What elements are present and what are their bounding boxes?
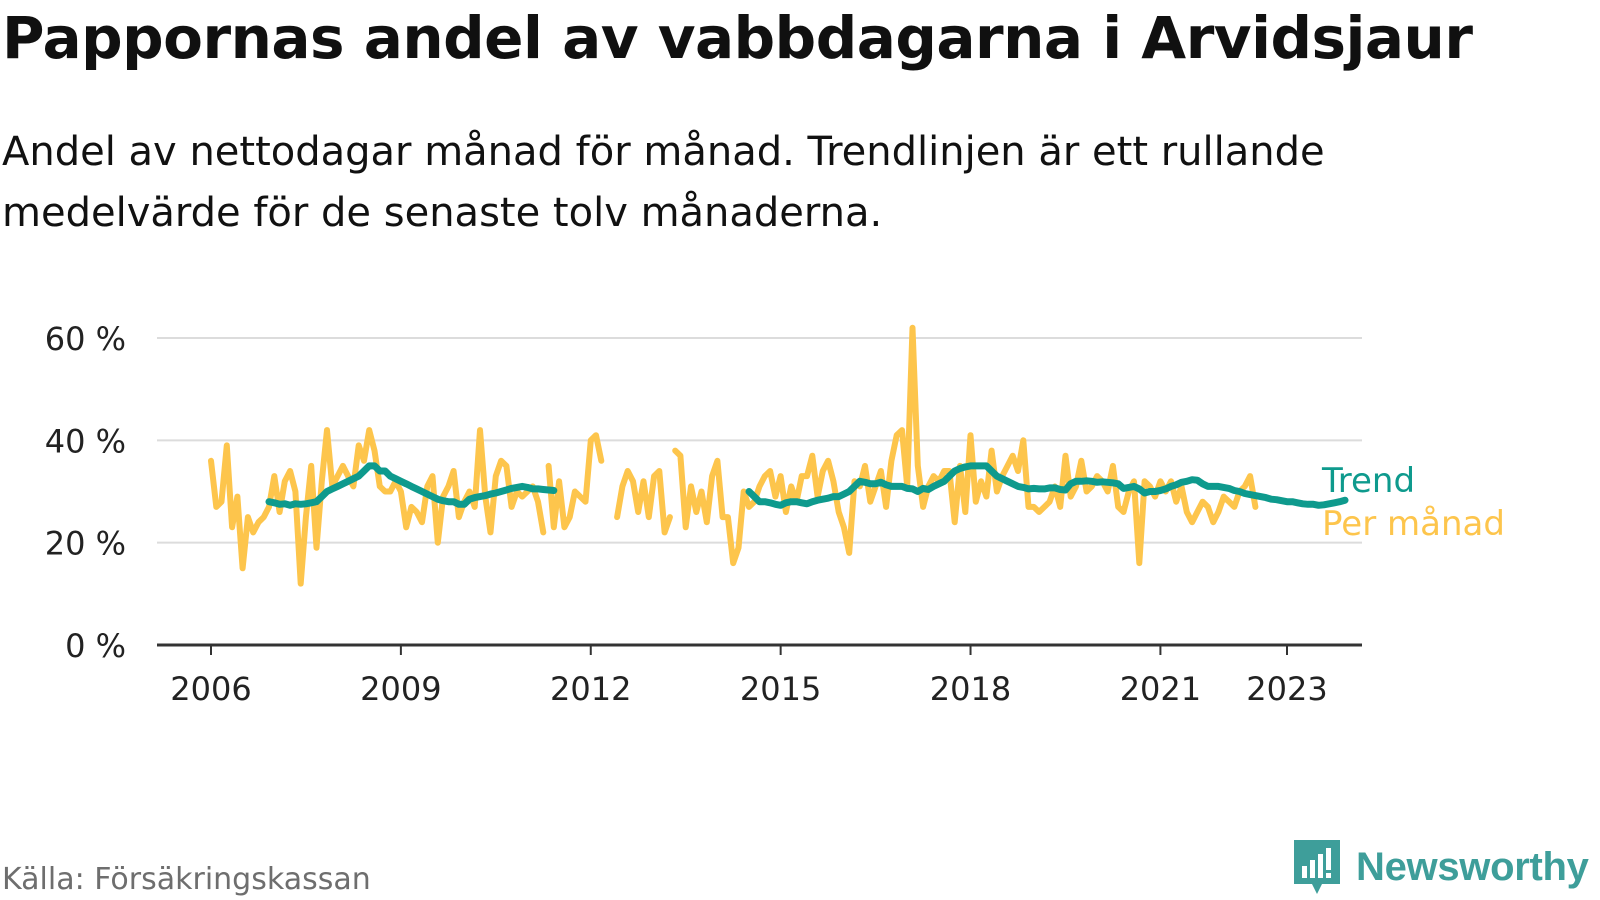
x-tick-label: 2015 (740, 670, 821, 708)
trend-line-segment-0 (265, 462, 558, 509)
monthly-line-segment-3 (672, 324, 1259, 567)
chart-title: Pappornas andel av vabbdagarna i Arvidsj… (2, 4, 1473, 72)
y-tick-label: 60 % (45, 320, 126, 358)
y-tick-label: 20 % (45, 525, 126, 563)
series-trend (265, 462, 1349, 509)
y-tick-label: 40 % (45, 422, 126, 460)
monthly-line-segment-1 (545, 432, 605, 531)
newsworthy-logo-icon (1294, 840, 1340, 894)
trend-line-segment-1 (745, 462, 1349, 509)
gridlines (157, 337, 1362, 544)
x-tick-label: 2018 (930, 670, 1011, 708)
x-axis-ticks: 2006 2009 2012 2015 2018 2021 2023 (170, 645, 1328, 708)
x-tick-label: 2023 (1246, 670, 1327, 708)
brand-name: Newsworthy (1356, 844, 1589, 889)
x-tick-label: 2012 (550, 670, 631, 708)
chart-subtitle: Andel av nettodagar månad för månad. Tre… (2, 129, 1325, 236)
series-per-manad (208, 324, 1259, 587)
legend-label-trend: Trend (1321, 461, 1415, 501)
x-tick-label: 2009 (360, 670, 441, 708)
source-note: Källa: Försäkringskassan (2, 862, 371, 897)
y-tick-label: 0 % (65, 627, 126, 665)
x-tick-label: 2021 (1120, 670, 1201, 708)
brand-logo: Newsworthy (1292, 838, 1589, 896)
y-axis-ticks: 0 % 20 % 40 % 60 % (45, 320, 126, 665)
monthly-line-segment-0 (208, 427, 547, 587)
legend-label-per-manad: Per månad (1322, 504, 1505, 544)
monthly-line-segment-2 (614, 468, 673, 536)
x-tick-label: 2006 (170, 670, 251, 708)
